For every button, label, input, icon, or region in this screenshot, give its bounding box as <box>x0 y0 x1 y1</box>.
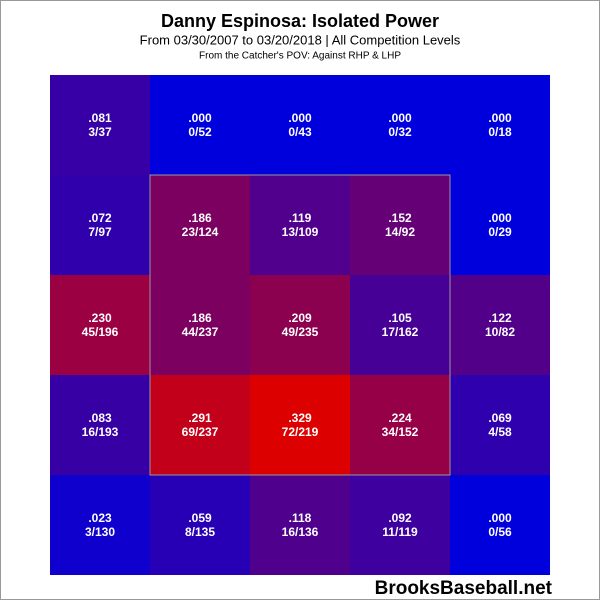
iso-value: .230 <box>88 311 112 325</box>
hit-ratio: 0/32 <box>388 125 412 139</box>
hit-ratio: 3/37 <box>88 125 112 139</box>
iso-value: .000 <box>288 111 312 125</box>
zone-cell <box>150 375 250 475</box>
hit-ratio: 72/219 <box>282 425 319 439</box>
hit-ratio: 11/119 <box>382 525 418 539</box>
hit-ratio: 69/237 <box>182 425 219 439</box>
iso-value: .119 <box>289 211 312 225</box>
grid: .0813/37.0000/52.0000/43.0000/32.0000/18… <box>50 75 550 575</box>
zone-cell <box>350 75 450 175</box>
iso-value: .000 <box>488 211 512 225</box>
zone-cell <box>450 175 550 275</box>
zone-cell <box>450 275 550 375</box>
zone-cell <box>50 175 150 275</box>
iso-value: .000 <box>488 111 512 125</box>
zone-cell <box>250 475 350 575</box>
hit-ratio: 7/97 <box>88 225 112 239</box>
hit-ratio: 3/130 <box>85 525 115 539</box>
hit-ratio: 44/237 <box>182 325 219 339</box>
iso-value: .291 <box>188 411 212 425</box>
hit-ratio: 0/29 <box>488 225 512 239</box>
iso-value: .122 <box>488 311 512 325</box>
zone-cell <box>250 275 350 375</box>
zone-cell <box>150 275 250 375</box>
iso-value: .118 <box>289 511 312 525</box>
zone-cell <box>150 175 250 275</box>
iso-value: .083 <box>88 411 112 425</box>
zone-cell <box>250 175 350 275</box>
hit-ratio: 17/162 <box>382 325 419 339</box>
iso-value: .105 <box>388 311 412 325</box>
note: From the Catcher's POV: Against RHP & LH… <box>199 51 401 62</box>
zone-cell <box>350 275 450 375</box>
zone-cell <box>150 475 250 575</box>
iso-value: .186 <box>188 211 212 225</box>
iso-value: .000 <box>488 511 512 525</box>
iso-value: .059 <box>188 511 212 525</box>
iso-value: .069 <box>488 411 512 425</box>
zone-cell <box>250 75 350 175</box>
iso-value: .186 <box>188 311 212 325</box>
watermark: BrooksBaseball.net <box>375 578 553 599</box>
subtitle: From 03/30/2007 to 03/20/2018 | All Comp… <box>140 32 461 47</box>
hit-ratio: 0/52 <box>188 125 212 139</box>
iso-value: .023 <box>88 511 112 525</box>
zone-cell <box>250 375 350 475</box>
zone-cell <box>450 475 550 575</box>
zone-cell <box>50 75 150 175</box>
hit-ratio: 0/56 <box>488 525 512 539</box>
zone-cell <box>450 375 550 475</box>
zone-cell <box>50 475 150 575</box>
iso-value: .081 <box>88 111 112 125</box>
hit-ratio: 13/109 <box>282 225 319 239</box>
hit-ratio: 10/82 <box>485 325 515 339</box>
hit-ratio: 49/235 <box>282 325 319 339</box>
zone-cell <box>350 475 450 575</box>
iso-value: .152 <box>388 211 412 225</box>
hit-ratio: 16/193 <box>82 425 119 439</box>
hit-ratio: 23/124 <box>182 225 219 239</box>
iso-value: .209 <box>288 311 312 325</box>
zone-cell <box>350 175 450 275</box>
strike-zone <box>149 174 451 476</box>
hit-ratio: 8/135 <box>185 525 215 539</box>
hit-ratio: 45/196 <box>82 325 119 339</box>
iso-value: .329 <box>288 411 312 425</box>
hit-ratio: 0/18 <box>488 125 512 139</box>
zone-cell <box>450 75 550 175</box>
title: Danny Espinosa: Isolated Power <box>161 11 439 31</box>
iso-value: .000 <box>188 111 212 125</box>
hit-ratio: 34/152 <box>382 425 419 439</box>
hit-ratio: 16/136 <box>282 525 319 539</box>
zone-cell <box>350 375 450 475</box>
iso-value: .224 <box>388 411 412 425</box>
hit-ratio: 0/43 <box>288 125 312 139</box>
hit-ratio: 4/58 <box>488 425 512 439</box>
zone-cell <box>150 75 250 175</box>
iso-value: .092 <box>388 511 412 525</box>
iso-value: .072 <box>88 211 112 225</box>
hit-ratio: 14/92 <box>385 225 415 239</box>
zone-cell <box>50 275 150 375</box>
iso-value: .000 <box>388 111 412 125</box>
zone-cell <box>50 375 150 475</box>
